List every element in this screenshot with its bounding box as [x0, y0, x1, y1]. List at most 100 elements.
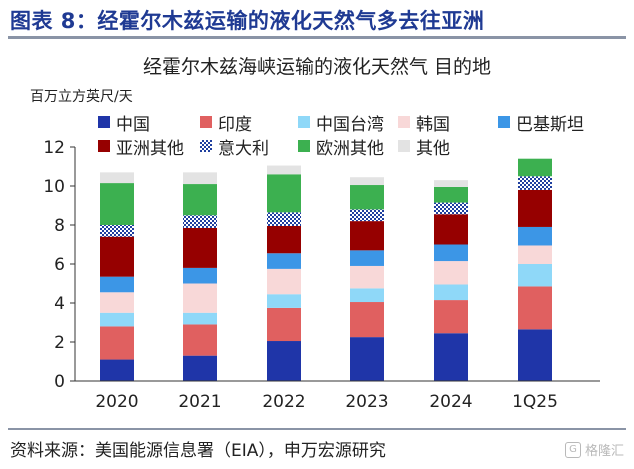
- y-tick-label: 0: [54, 372, 65, 392]
- bar-segment: [183, 312, 217, 325]
- bar-segment: [183, 215, 217, 228]
- legend-swatch: [98, 116, 110, 128]
- legend-label: 巴基斯坦: [516, 114, 584, 135]
- bar-segment: [100, 276, 134, 293]
- x-tick-label: 2021: [178, 392, 221, 412]
- bar-segment: [518, 226, 552, 246]
- y-tick-label: 4: [54, 294, 65, 314]
- bar-segment: [434, 284, 468, 301]
- legend-label: 意大利: [218, 138, 269, 159]
- x-tick-label: 2024: [429, 392, 472, 412]
- x-tick-label: 2023: [345, 392, 388, 412]
- bar-segment: [434, 214, 468, 245]
- legend-item: 意大利: [200, 136, 269, 159]
- legend-swatch: [498, 116, 510, 128]
- bar-segment: [518, 189, 552, 227]
- bar-segment: [518, 264, 552, 287]
- legend-swatch: [398, 140, 410, 152]
- y-tick-label: 2: [54, 333, 65, 353]
- legend-label: 中国: [116, 114, 150, 135]
- bar-segment: [183, 227, 217, 268]
- watermark-text: 格隆汇: [584, 444, 624, 459]
- legend-swatch: [398, 116, 410, 128]
- bar-segment: [350, 302, 384, 338]
- bar-segment: [183, 324, 217, 356]
- bar-segment: [350, 177, 384, 186]
- bar-segment: [434, 244, 468, 262]
- legend-item: 欧洲其他: [298, 136, 384, 159]
- bar-segment: [267, 268, 301, 295]
- bar-segment: [267, 253, 301, 269]
- legend-swatch: [298, 116, 310, 128]
- bar-segment: [434, 300, 468, 334]
- axes-layer: 0 2 4 6 8 10 12 2020 2021 2022 2023 2024 1Q25: [43, 138, 600, 412]
- bar-segment: [100, 183, 134, 225]
- bar-segment: [183, 283, 217, 313]
- legend-swatch: [298, 140, 310, 152]
- bar-segment: [183, 172, 217, 185]
- bar-segment: [183, 267, 217, 284]
- bar-segment: [267, 225, 301, 254]
- title-divider: [8, 36, 626, 39]
- bar-segment: [350, 185, 384, 210]
- y-tick-label: 6: [54, 255, 65, 275]
- y-tick-label: 8: [54, 216, 65, 236]
- bar-segment: [518, 286, 552, 330]
- x-tick-label: 2022: [262, 392, 305, 412]
- bar-segment: [267, 341, 301, 381]
- bar-segment: [100, 292, 134, 313]
- bar-segment: [267, 165, 301, 175]
- legend-label: 印度: [218, 114, 252, 135]
- legend-label: 亚洲其他: [116, 138, 184, 159]
- bar-segment: [267, 212, 301, 226]
- legend-swatch: [200, 116, 212, 128]
- watermark: G 格隆汇: [564, 440, 624, 459]
- bar-segment: [518, 158, 552, 177]
- y-axis-unit-label: 百万立方英尺/天: [30, 89, 133, 105]
- legend-item: 中国台湾: [298, 112, 384, 135]
- bar-segment: [100, 225, 134, 237]
- bar-segment: [434, 180, 468, 187]
- bar-segment: [434, 186, 468, 203]
- legend-item: 印度: [200, 112, 252, 135]
- legend-item: 亚洲其他: [98, 136, 184, 159]
- bar-segment: [100, 359, 134, 381]
- y-tick-label: 12: [43, 138, 65, 158]
- bar-segment: [350, 337, 384, 381]
- watermark-logo-icon: G: [564, 441, 581, 458]
- legend-label: 韩国: [416, 114, 450, 135]
- bar-segment: [350, 265, 384, 289]
- legend-swatch: [200, 140, 212, 152]
- bar-segment: [434, 202, 468, 215]
- figure-title: 图表 8：经霍尔木兹运输的液化天然气多去往亚洲: [10, 9, 485, 33]
- chart-title: 经霍尔木兹海峡运输的液化天然气 目的地: [142, 56, 492, 78]
- x-tick-label: 2020: [95, 392, 138, 412]
- bar-segment: [100, 312, 134, 327]
- bars-layer: [100, 158, 552, 381]
- bar-segment: [350, 221, 384, 251]
- source-note: 资料来源：美国能源信息署（EIA），申万宏源研究: [10, 441, 386, 461]
- bar-segment: [518, 245, 552, 264]
- bar-segment: [183, 184, 217, 216]
- legend-item: 韩国: [398, 112, 450, 135]
- bar-segment: [100, 172, 134, 184]
- bar-segment: [434, 333, 468, 381]
- bar-segment: [350, 209, 384, 222]
- legend-label: 欧洲其他: [316, 138, 384, 159]
- bar-segment: [183, 355, 217, 381]
- bar-segment: [100, 236, 134, 277]
- bar-segment: [434, 261, 468, 285]
- footer-divider: [8, 428, 626, 430]
- legend-item: 中国: [98, 112, 150, 135]
- bar-segment: [350, 250, 384, 266]
- bar-segment: [267, 294, 301, 308]
- bar-segment: [518, 176, 552, 190]
- legend-swatch: [98, 140, 110, 152]
- bar-segment: [267, 174, 301, 213]
- bar-segment: [267, 307, 301, 342]
- y-tick-label: 10: [43, 177, 65, 197]
- bar-segment: [100, 326, 134, 360]
- legend-label: 其他: [416, 138, 450, 159]
- x-tick-label: 1Q25: [512, 392, 558, 412]
